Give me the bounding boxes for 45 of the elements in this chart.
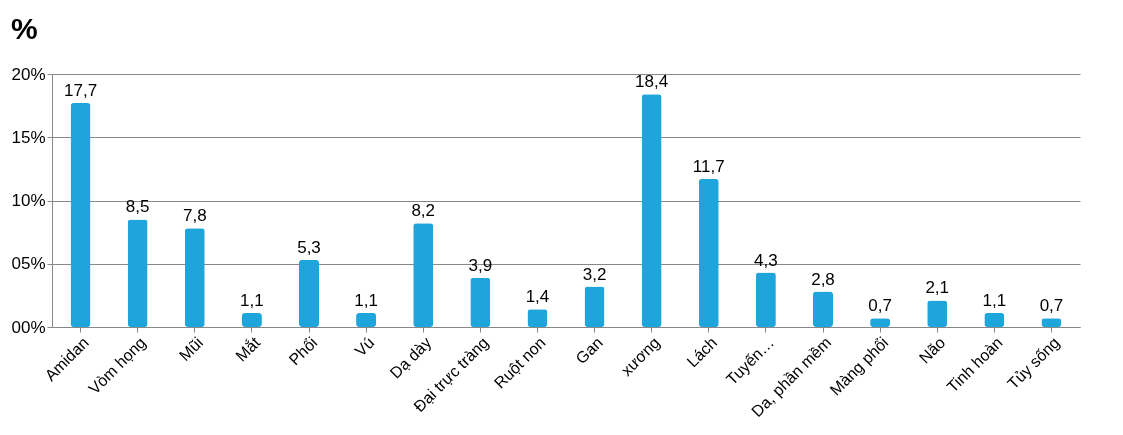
y-tick-label: 05% xyxy=(11,254,46,274)
x-tick-label: Gan xyxy=(572,333,606,368)
data-label: 5,3 xyxy=(297,237,321,257)
y-tick-label: 10% xyxy=(11,191,46,210)
data-label: 1,4 xyxy=(525,287,550,307)
x-tick-label: Mũi xyxy=(175,333,207,365)
data-label: 0,7 xyxy=(868,296,892,316)
data-label: 2,1 xyxy=(925,278,950,298)
bar xyxy=(184,228,205,327)
data-label: 1,1 xyxy=(982,291,1007,311)
bar xyxy=(299,259,319,327)
data-label: 1,1 xyxy=(354,291,378,311)
bar xyxy=(927,300,948,327)
bar xyxy=(641,94,662,327)
bar xyxy=(413,223,434,327)
data-label: 8,5 xyxy=(125,197,150,217)
bar xyxy=(70,103,91,327)
data-label: 2,8 xyxy=(811,269,835,289)
x-tick-label: Dạ dày xyxy=(386,333,435,382)
data-label: 1,1 xyxy=(240,291,264,311)
data-label: 11,7 xyxy=(692,156,725,176)
data-label: 8,2 xyxy=(411,201,436,221)
bar xyxy=(241,313,262,327)
bar xyxy=(698,179,719,327)
bar xyxy=(356,313,377,327)
data-label: 17,7 xyxy=(64,81,98,101)
bar xyxy=(584,286,605,327)
data-label: 18,4 xyxy=(635,72,669,92)
data-label: 7,8 xyxy=(182,206,207,226)
x-tick-label: Não xyxy=(915,333,949,367)
data-label: 3,2 xyxy=(582,264,607,284)
chart-title: % xyxy=(10,12,38,45)
y-tick-label: 20% xyxy=(11,64,46,84)
data-label: 0,7 xyxy=(1039,296,1064,316)
bar xyxy=(813,291,833,327)
y-tick-label: 15% xyxy=(11,127,46,147)
bar xyxy=(755,272,776,327)
x-tick-label: Mắt xyxy=(231,332,264,365)
data-label: 3,9 xyxy=(468,255,493,275)
x-tick-label: Vú xyxy=(351,333,378,360)
data-label: 4,3 xyxy=(754,250,778,270)
y-tick-label: 00% xyxy=(11,317,46,337)
bar xyxy=(984,313,1005,327)
bar xyxy=(470,277,491,327)
bar xyxy=(127,219,148,327)
